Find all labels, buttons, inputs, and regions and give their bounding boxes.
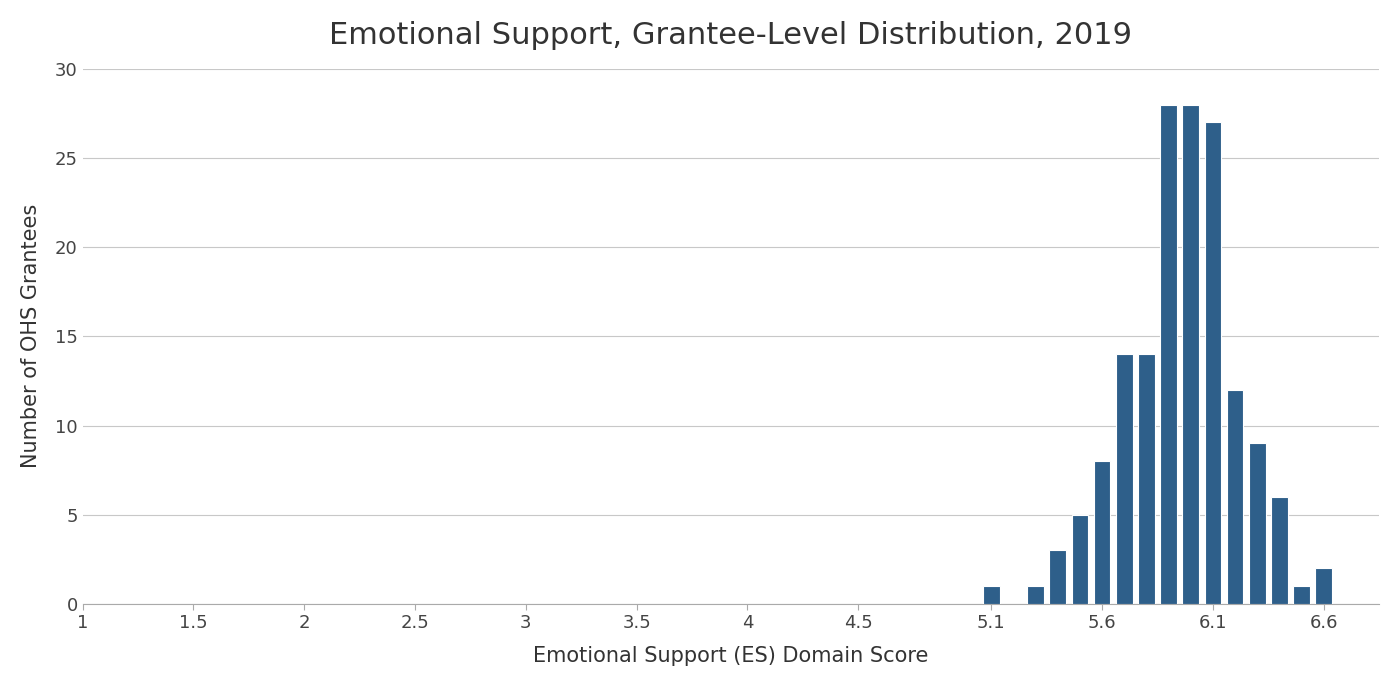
Bar <box>1249 443 1266 604</box>
Bar <box>1183 104 1198 604</box>
Bar <box>1294 586 1310 604</box>
Title: Emotional Support, Grantee-Level Distribution, 2019: Emotional Support, Grantee-Level Distrib… <box>329 21 1133 50</box>
Bar <box>1028 586 1044 604</box>
Bar <box>1204 122 1221 604</box>
Bar <box>1050 550 1067 604</box>
Bar <box>983 586 1000 604</box>
Bar <box>1161 104 1177 604</box>
Bar <box>1116 354 1133 604</box>
Bar <box>1271 497 1288 604</box>
Bar <box>1226 390 1243 604</box>
Y-axis label: Number of OHS Grantees: Number of OHS Grantees <box>21 204 41 469</box>
X-axis label: Emotional Support (ES) Domain Score: Emotional Support (ES) Domain Score <box>533 646 928 666</box>
Bar <box>1071 515 1088 604</box>
Bar <box>1138 354 1155 604</box>
Bar <box>1316 568 1331 604</box>
Bar <box>1093 461 1110 604</box>
